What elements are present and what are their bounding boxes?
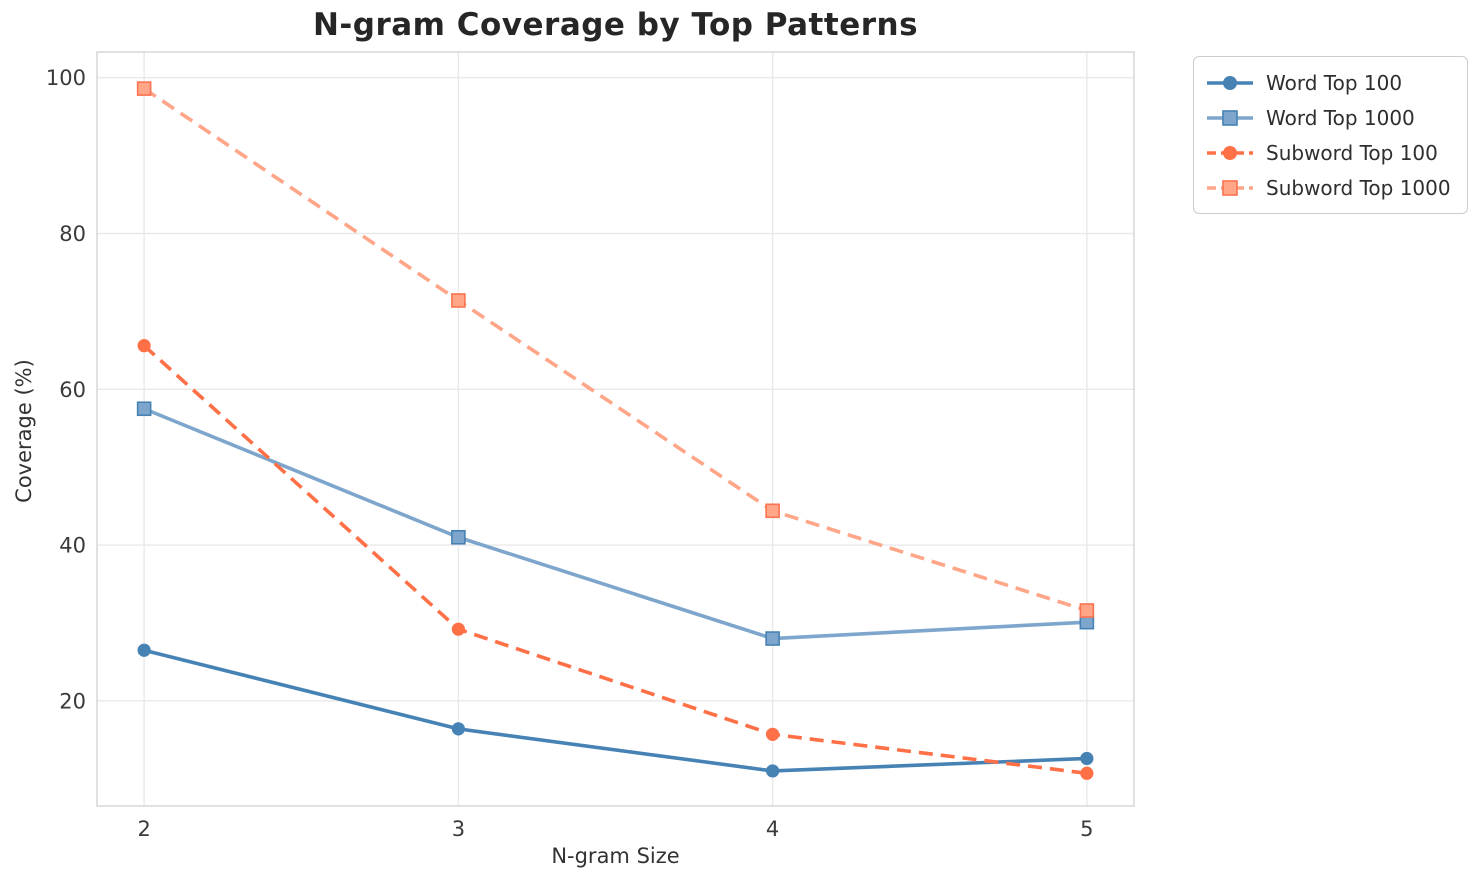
- legend-item-subword-top-100: Subword Top 100: [1206, 137, 1451, 168]
- legend-swatch-subword-top-1000: [1207, 179, 1253, 196]
- legend-item-subword-top-1000: Subword Top 1000: [1206, 172, 1451, 203]
- marker-subword-top-1000-x4: [765, 503, 780, 519]
- marker-subword-top-100-x2: [137, 339, 151, 353]
- marker-subword-top-100-x5: [1080, 766, 1094, 780]
- chart-title: N-gram Coverage by Top Patterns: [312, 7, 919, 43]
- y-tick-label-100: 100: [46, 66, 86, 90]
- series-line-word-top-1000: [143, 407, 1087, 641]
- legend-swatch-subword-top-100: [1207, 145, 1253, 160]
- circle-marker-icon: [1223, 75, 1237, 90]
- x-axis-label: N-gram Size: [551, 844, 680, 868]
- plot-border: [96, 51, 1135, 807]
- x-tick-label-2: 2: [137, 817, 150, 841]
- marker-subword-top-1000-x5: [1079, 603, 1095, 618]
- legend-label: Word Top 100: [1266, 70, 1403, 95]
- legend: Word Top 100 Word Top 1000 Subword Top 100…: [1193, 56, 1468, 214]
- y-tick-label-20: 20: [59, 689, 86, 713]
- x-tick-label-3: 3: [452, 817, 465, 841]
- y-tick-label-80: 80: [59, 222, 86, 246]
- legend-item-word-top-100: Word Top 100: [1206, 67, 1451, 98]
- square-marker-icon: [1222, 179, 1238, 196]
- marker-word-top-1000-x2: [136, 401, 152, 417]
- marker-word-top-100-x4: [766, 764, 780, 778]
- marker-subword-top-100-x4: [766, 727, 780, 741]
- y-axis-label: Coverage (%): [12, 359, 36, 503]
- marker-word-top-1000-x4: [765, 631, 780, 646]
- marker-subword-top-1000-x3: [451, 293, 466, 308]
- series-line-word-top-100: [143, 648, 1087, 773]
- marker-word-top-1000-x3: [451, 529, 466, 545]
- marker-word-top-100-x5: [1080, 751, 1094, 766]
- legend-item-word-top-1000: Word Top 1000: [1206, 102, 1451, 133]
- legend-swatch-word-top-1000: [1207, 109, 1253, 126]
- legend-swatch-word-top-100: [1207, 75, 1253, 90]
- marker-subword-top-1000-x2: [136, 81, 152, 96]
- circle-marker-icon: [1223, 145, 1237, 160]
- square-marker-icon: [1222, 109, 1238, 126]
- legend-label: Word Top 1000: [1266, 105, 1415, 130]
- marker-word-top-100-x2: [137, 643, 151, 657]
- y-tick-label-40: 40: [59, 534, 86, 558]
- legend-label: Subword Top 100: [1266, 140, 1438, 165]
- marker-subword-top-100-x3: [451, 622, 465, 636]
- x-tick-label-4: 4: [766, 817, 779, 841]
- marker-word-top-100-x3: [451, 722, 465, 736]
- series-line-subword-top-100: [142, 344, 1088, 776]
- legend-label: Subword Top 1000: [1266, 175, 1451, 200]
- x-tick-label-5: 5: [1080, 817, 1093, 841]
- y-tick-label-60: 60: [59, 378, 86, 402]
- series-line-subword-top-1000: [143, 87, 1088, 613]
